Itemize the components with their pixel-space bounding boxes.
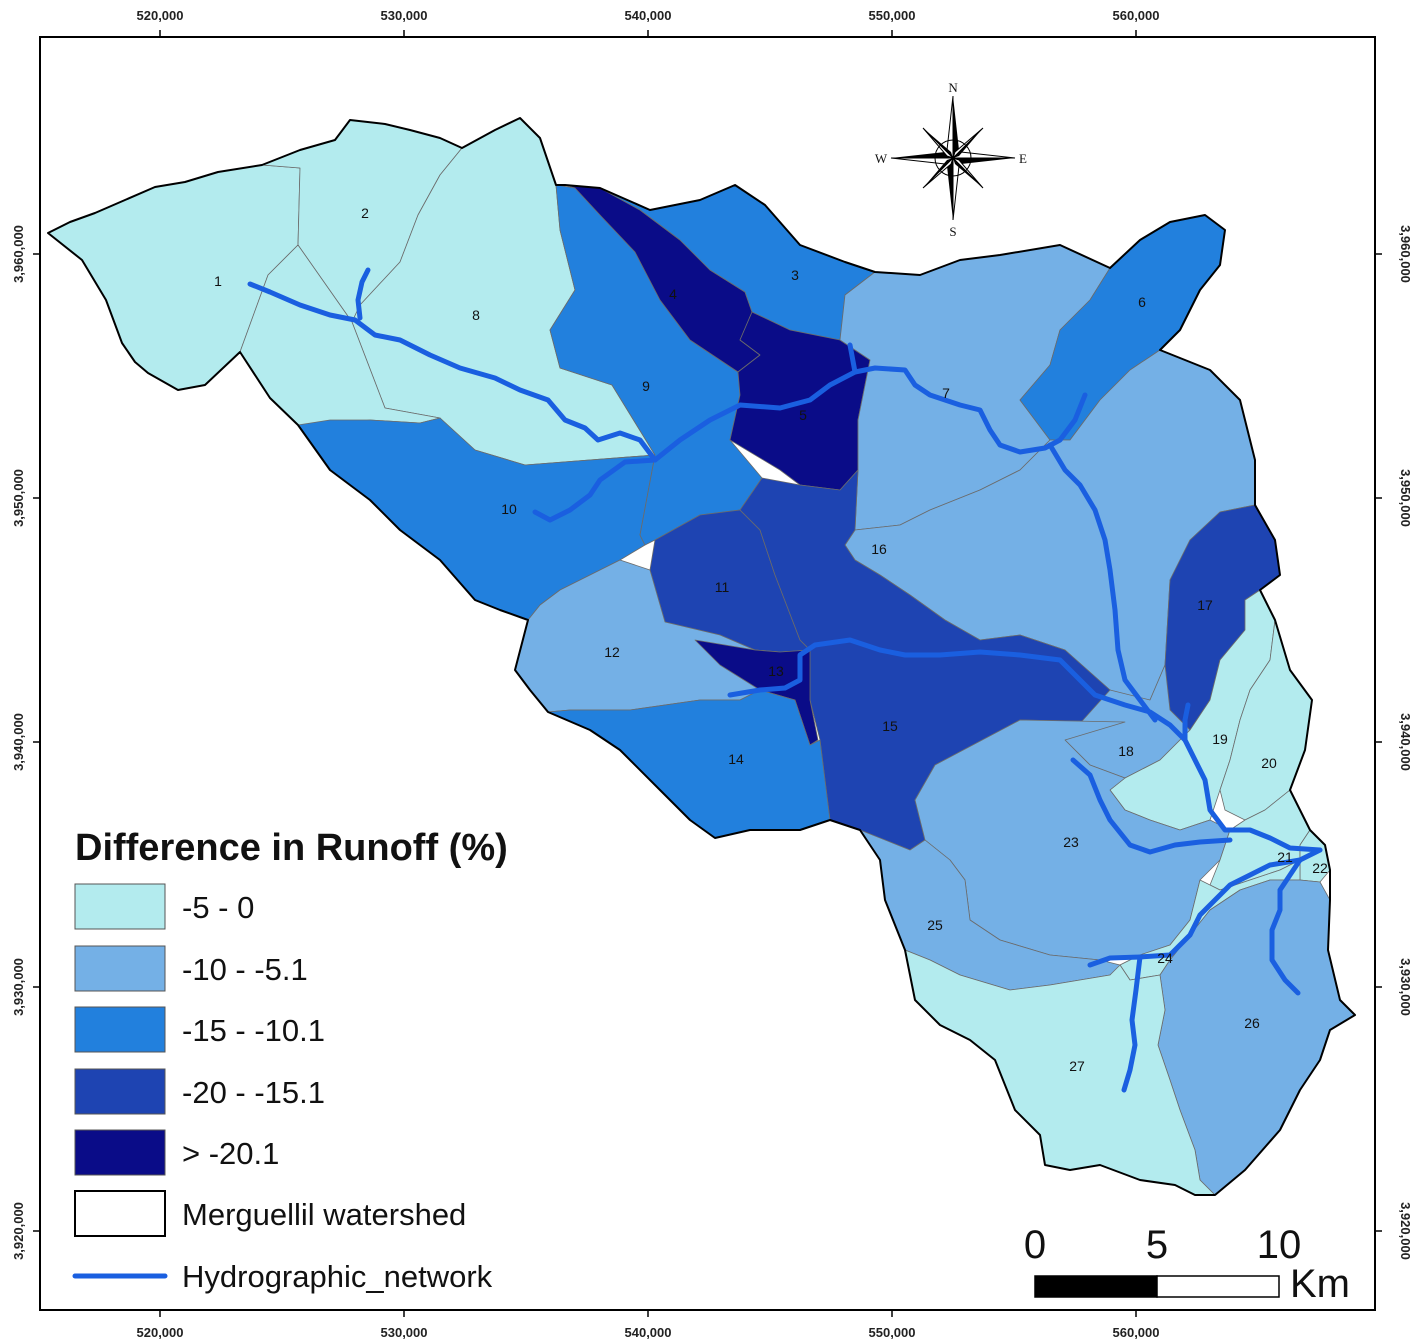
subbasin-label-2: 2 [361,205,369,221]
subbasin-layer [47,117,1356,1196]
subbasin-label-16: 16 [871,541,887,557]
legend-swatch-class-4 [74,1068,166,1115]
x-tick-bottom-1: 520,000 [137,1325,184,1340]
subbasin-label-14: 14 [728,751,744,767]
scale-tick-0: 0 [1024,1223,1046,1267]
scale-bar: 0 5 10 Km [1024,1223,1350,1306]
compass-e: E [1019,151,1027,166]
legend-label-class-1: -5 - 0 [182,890,254,925]
tick-marks [33,30,1382,1317]
compass-rose-icon: N S E W [875,80,1027,239]
compass-w: W [875,151,888,166]
scale-tick-5: 5 [1146,1223,1168,1267]
subbasin-label-23: 23 [1063,834,1079,850]
compass-n: N [948,80,958,95]
x-tick-top-3: 540,000 [625,8,672,23]
watershed-outline [47,117,1356,1196]
x-tick-top-5: 560,000 [1113,8,1160,23]
x-tick-bottom-3: 540,000 [625,1325,672,1340]
legend-label-watershed: Merguellil watershed [182,1197,466,1232]
legend-title: Difference in Runoff (%) [75,827,508,869]
legend-swatch-watershed [74,1190,166,1237]
x-tick-bottom-4: 550,000 [869,1325,916,1340]
subbasin-label-1: 1 [214,273,222,289]
legend-swatch-class-2 [74,945,166,992]
legend: Difference in Runoff (%) -5 - 0 -10 - -5… [72,827,508,1294]
x-tick-bottom-5: 560,000 [1113,1325,1160,1340]
legend-swatch-class-1 [74,883,166,930]
y-tick-left-3: 3,940,000 [11,713,26,771]
legend-label-network: Hydrographic_network [182,1259,493,1294]
x-tick-bottom-2: 530,000 [381,1325,428,1340]
legend-label-class-2: -10 - -5.1 [182,952,308,987]
y-tick-left-4: 3,930,000 [11,958,26,1016]
compass-s: S [949,224,956,239]
subbasin-label-11: 11 [715,579,730,595]
subbasin-label-12: 12 [604,644,620,660]
legend-label-class-5: > -20.1 [182,1136,279,1171]
subbasin-label-7: 7 [942,385,950,401]
legend-swatch-class-3 [74,1006,166,1053]
subbasin-label-20: 20 [1261,755,1277,771]
subbasin-label-13: 13 [768,663,784,679]
subbasin-label-6: 6 [1138,294,1146,310]
subbasin-label-19: 19 [1212,731,1228,747]
hydrographic-network [247,267,1323,1093]
subbasin-label-24: 24 [1157,950,1173,966]
subbasin-label-4: 4 [669,286,677,302]
scale-tick-10: 10 [1257,1223,1302,1267]
subbasin-label-3: 3 [791,267,799,283]
subbasin-label-9: 9 [642,378,650,394]
subbasin-label-15: 15 [882,718,898,734]
x-tick-top-4: 550,000 [869,8,916,23]
y-tick-right-1: 3,960,000 [1398,225,1413,283]
scale-bar-white-segment [1156,1275,1280,1298]
legend-label-class-3: -15 - -10.1 [182,1013,325,1048]
subbasin-label-10: 10 [501,501,517,517]
subbasin-label-26: 26 [1244,1015,1260,1031]
legend-label-class-4: -20 - -15.1 [182,1075,325,1110]
y-tick-left-1: 3,960,000 [11,225,26,283]
scale-bar-black-segment [1034,1275,1158,1298]
subbasin-label-25: 25 [927,917,943,933]
subbasin-13[interactable] [694,639,819,746]
scale-unit: Km [1290,1262,1350,1306]
x-tick-top-2: 530,000 [381,8,428,23]
subbasin-label-5: 5 [799,407,807,423]
y-tick-right-3: 3,940,000 [1398,713,1413,771]
subbasin-label-18: 18 [1118,743,1134,759]
subbasin-label-17: 17 [1197,597,1213,613]
subbasin-label-8: 8 [472,307,480,323]
subbasin-label-27: 27 [1069,1058,1085,1074]
y-tick-left-2: 3,950,000 [11,469,26,527]
x-tick-top-1: 520,000 [137,8,184,23]
subbasin-label-22: 22 [1312,860,1328,876]
y-tick-right-5: 3,920,000 [1398,1202,1413,1260]
legend-swatch-class-5 [74,1129,166,1176]
y-tick-right-2: 3,950,000 [1398,469,1413,527]
y-tick-right-4: 3,930,000 [1398,958,1413,1016]
subbasin-labels: 1 2 3 4 5 6 7 8 9 10 11 12 13 14 15 16 1… [214,205,1328,1074]
subbasin-label-21: 21 [1277,849,1293,865]
y-tick-left-5: 3,920,000 [11,1202,26,1260]
